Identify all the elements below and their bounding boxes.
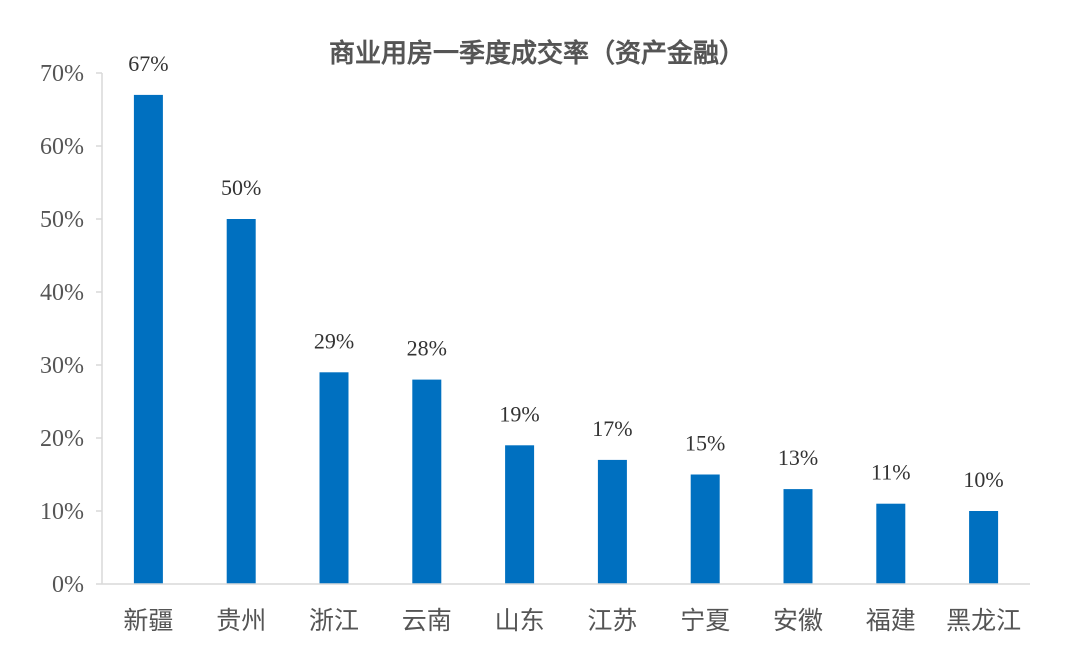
bar xyxy=(319,372,349,584)
bar xyxy=(783,489,813,584)
x-tick-label: 江苏 xyxy=(587,606,637,635)
data-label: 15% xyxy=(685,431,725,456)
bar xyxy=(505,445,535,584)
data-label: 13% xyxy=(778,445,818,470)
data-label: 67% xyxy=(128,51,168,76)
y-tick-label: 40% xyxy=(40,280,84,306)
x-tick-label: 安徽 xyxy=(773,606,823,635)
x-tick-label: 浙江 xyxy=(309,606,359,635)
x-tick-label: 黑龙江 xyxy=(946,606,1021,635)
bar xyxy=(969,511,999,584)
bar xyxy=(597,459,627,584)
x-tick-label: 山东 xyxy=(495,606,545,635)
y-tick-label: 20% xyxy=(40,426,84,452)
data-label: 17% xyxy=(592,416,632,441)
data-label: 50% xyxy=(221,175,261,200)
data-label: 19% xyxy=(499,401,539,426)
bar xyxy=(412,379,442,584)
chart-title: 商业用房一季度成交率（资产金融） xyxy=(329,38,745,69)
x-tick-label: 云南 xyxy=(402,606,452,635)
y-tick-label: 30% xyxy=(40,353,84,379)
y-tick-label: 10% xyxy=(40,499,84,525)
bar xyxy=(690,474,720,584)
bars: 67% 50% 29% 28% 19% 17% 15% 13% 11% 10% xyxy=(128,51,1004,585)
x-tick-label: 贵州 xyxy=(216,606,266,635)
y-tick-label: 50% xyxy=(40,207,84,233)
data-label: 11% xyxy=(871,460,911,485)
x-tick-label: 福建 xyxy=(866,606,916,635)
x-tick-label: 新疆 xyxy=(123,606,173,635)
bar xyxy=(226,219,256,584)
y-tick-label: 60% xyxy=(40,134,84,160)
y-tick-label: 0% xyxy=(52,572,84,598)
data-label: 10% xyxy=(963,467,1003,492)
y-axis: 0% 10% 20% 30% 40% 50% 60% 70% xyxy=(40,61,103,598)
bar xyxy=(133,94,163,585)
y-tick-label: 70% xyxy=(40,61,84,87)
data-label: 28% xyxy=(407,336,447,361)
x-tick-label: 宁夏 xyxy=(680,606,730,635)
bar xyxy=(876,503,906,584)
x-axis: 新疆 贵州 浙江 云南 山东 江苏 宁夏 安徽 福建 黑龙江 xyxy=(102,583,1030,635)
data-label: 29% xyxy=(314,328,354,353)
